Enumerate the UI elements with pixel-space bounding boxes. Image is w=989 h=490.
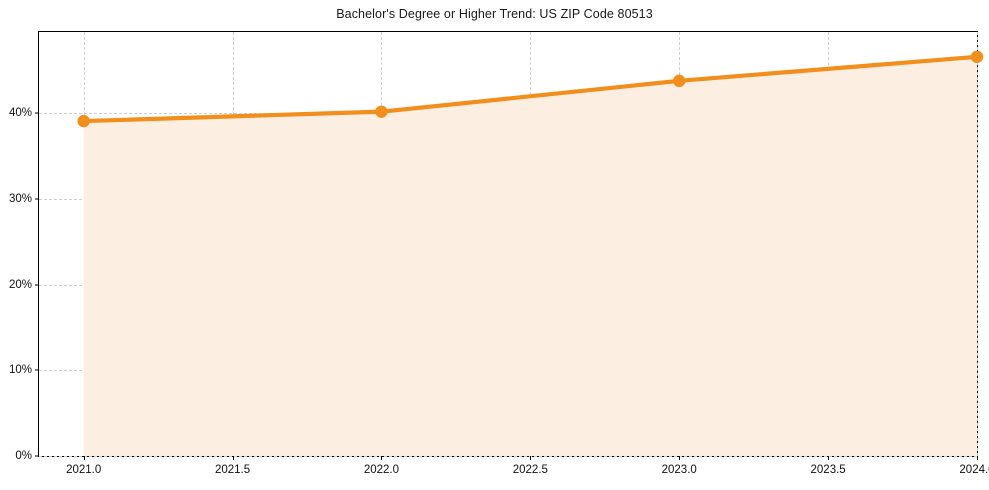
series-line bbox=[81, 54, 980, 124]
y-axis-tick-label: 30% bbox=[8, 193, 32, 206]
gridline-horizontal bbox=[39, 456, 977, 457]
series-svg bbox=[77, 50, 984, 457]
x-axis-tick-label: 2022.0 bbox=[363, 464, 400, 476]
x-tick-mark bbox=[232, 456, 234, 460]
x-axis-tick-label: 2024.0 bbox=[959, 464, 989, 476]
data-layer bbox=[39, 32, 984, 457]
y-axis-tick-label: 10% bbox=[8, 364, 32, 377]
x-axis-tick-label: 2023.0 bbox=[661, 464, 697, 476]
plot-area: 0% 10% 20% 30% 40% 2021.0 2021.5 2022.0 2022.5 20… bbox=[9, 31, 989, 476]
data-point-marker[interactable] bbox=[77, 114, 90, 128]
x-axis-tick-label: 2023.5 bbox=[810, 464, 846, 476]
x-tick-mark bbox=[83, 456, 85, 460]
data-point-marker[interactable] bbox=[970, 50, 984, 64]
x-tick-mark bbox=[977, 456, 978, 460]
data-point-marker[interactable] bbox=[375, 105, 388, 118]
x-axis-tick-label: 2021.0 bbox=[66, 464, 102, 476]
x-tick-mark bbox=[679, 456, 681, 460]
y-axis-tick-label: 0% bbox=[15, 450, 32, 462]
y-axis-tick-label: 20% bbox=[8, 278, 32, 291]
x-tick-mark bbox=[530, 456, 532, 460]
x-tick-mark bbox=[381, 456, 383, 460]
x-axis-tick-label: 2021.5 bbox=[214, 464, 251, 476]
gridline-vertical bbox=[977, 32, 978, 456]
y-tick-mark bbox=[35, 284, 39, 286]
data-point-marker[interactable] bbox=[673, 74, 686, 88]
y-tick-mark bbox=[35, 112, 39, 114]
y-tick-mark bbox=[35, 455, 39, 457]
x-tick-mark bbox=[828, 456, 830, 460]
y-axis-tick-label: 40% bbox=[8, 107, 32, 120]
chart-title: Bachelor's Degree or Higher Trend: US ZI… bbox=[336, 7, 653, 21]
y-tick-mark bbox=[35, 369, 39, 371]
series-area-fill bbox=[83, 56, 977, 457]
x-axis-tick-label: 2022.5 bbox=[512, 464, 548, 476]
y-tick-mark bbox=[35, 198, 39, 200]
